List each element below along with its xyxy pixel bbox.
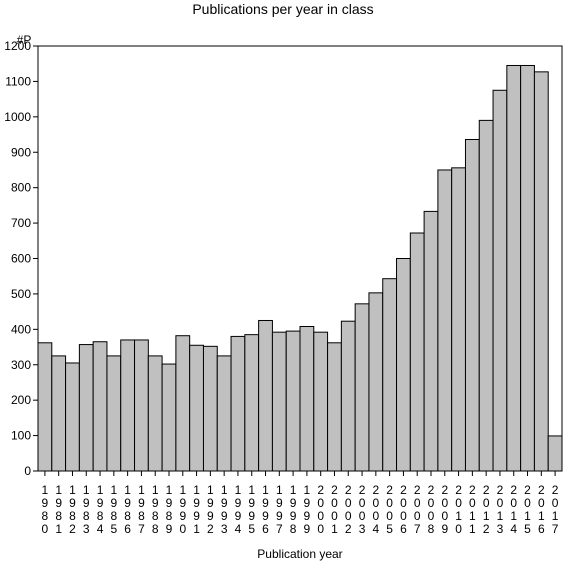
bar-1982 [65,362,80,472]
y-tick-label: 1100 [5,74,31,88]
y-axis-label: #P [17,33,32,47]
y-tick-label: 0 [24,464,31,478]
bar-1990 [175,335,191,472]
bars-group [37,64,563,472]
bar-1988 [147,355,163,472]
bar-1986 [120,339,136,472]
bar-2008 [423,210,439,472]
bar-2000 [313,331,329,472]
x-axis: 1 9 8 0 1 9 8 1 1 9 8 2 1 9 8 3 1 9 8 4 1 9 8 5 1 9 8 6 1 9 8 7 1 9 8 8 1 9 8 9… [42,471,559,536]
bar-2015 [520,64,535,472]
y-tick-label: 700 [11,216,31,230]
bar-1983 [78,344,94,472]
bar-1984 [92,341,108,472]
bar-1996 [258,319,273,472]
bar-2011 [464,139,480,472]
bar-1981 [51,355,67,472]
bar-1985 [106,355,122,472]
bar-2010 [451,167,466,472]
bar-1987 [134,339,149,472]
y-tick-label: 900 [11,145,31,159]
bar-1997 [271,331,287,472]
y-tick-label: 100 [11,429,31,443]
bar-1993 [216,355,232,472]
bar-2003 [354,303,370,472]
y-tick-label: 200 [11,393,31,407]
y-tick-label: 600 [11,252,31,266]
bar-2012 [478,119,494,472]
chart-title: Publications per year in class [192,1,373,17]
bar-2002 [340,320,356,472]
x-axis-label: Publication year [257,547,342,561]
bar-1991 [189,344,204,472]
bar-2016 [533,71,549,472]
y-tick-label: 400 [11,322,31,336]
bar-2013 [492,89,508,472]
plot-frame [37,45,563,472]
bar-1995 [244,334,260,472]
bar-2007 [409,232,425,472]
y-tick-label: 1000 [4,110,31,124]
bar-2005 [382,278,398,472]
y-axis: 0 100 200 300 400 500 600 700 800 900 1000 1100 1200 [4,39,38,478]
bar-2006 [396,258,411,472]
bar-2017 [547,435,563,472]
bar-1999 [299,326,315,472]
bar-1980 [37,342,53,472]
y-tick-label: 300 [11,358,31,372]
bar-1998 [285,330,301,472]
bar-2001 [327,342,342,472]
y-tick-label: 1200 [4,39,31,53]
bar-2004 [368,292,384,472]
y-tick-label: 500 [11,287,31,301]
bar-2009 [437,169,453,472]
bar-2014 [506,64,522,472]
bar-1994 [230,335,246,472]
bar-1989 [161,363,177,472]
bar-1992 [202,345,218,472]
y-tick-label: 800 [11,181,31,195]
